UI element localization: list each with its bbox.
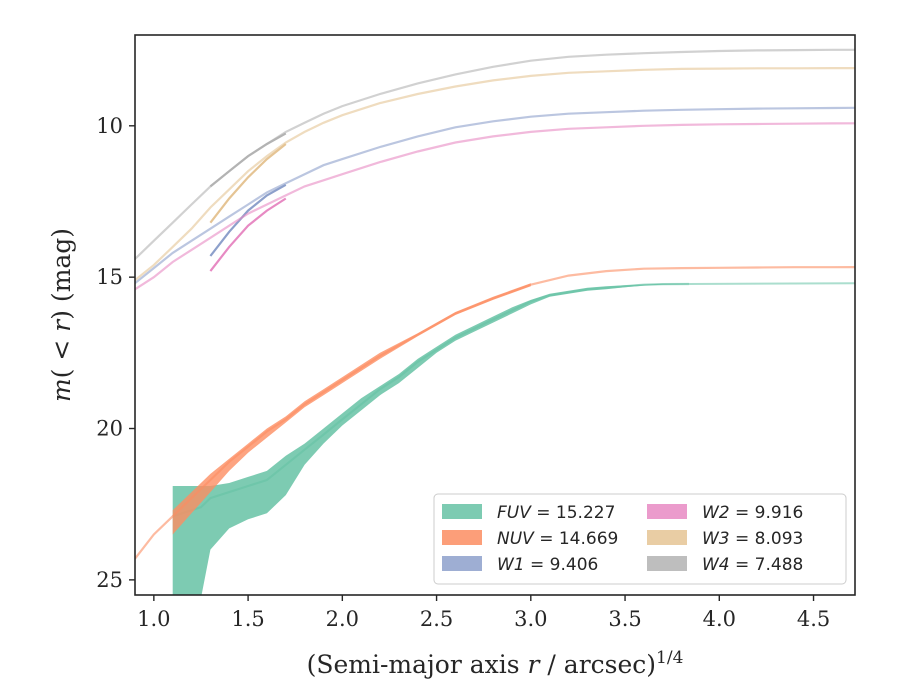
w2-inner-branch-line — [209, 197, 287, 272]
y-tick-label: 15 — [96, 265, 123, 289]
x-tick-label: 1.0 — [137, 607, 170, 631]
w4-inner-branch-line — [209, 132, 287, 188]
y-tick-label: 10 — [96, 114, 123, 138]
plot-area — [135, 48, 855, 595]
w2-legend-label: W2 = 9.916 — [702, 503, 803, 523]
x-tick-label: 1.5 — [231, 607, 264, 631]
fuv-extension-line — [689, 282, 855, 285]
w4-legend-label: W4 = 7.488 — [702, 555, 803, 575]
x-tick-label: 3.0 — [514, 607, 547, 631]
legend-box — [433, 493, 847, 585]
w1-inner-branch-line — [209, 183, 287, 257]
nuv-legend-swatch — [442, 530, 482, 545]
w1-legend-label: W1 = 9.406 — [497, 555, 598, 575]
w3-series-line — [135, 67, 855, 282]
w2-legend-swatch — [647, 504, 687, 519]
plot-frame — [134, 34, 856, 596]
x-tick-label: 4.0 — [703, 607, 736, 631]
x-tick-label: 2.0 — [326, 607, 359, 631]
w1-legend-swatch — [442, 556, 482, 571]
w2-series-line — [135, 122, 855, 291]
fuv-legend-label: FUV = 15.227 — [497, 503, 615, 523]
fuv-legend-swatch — [442, 504, 482, 519]
legend: FUV = 15.227 W2 = 9.916 NUV = 14.669 W3 = 8… — [433, 493, 847, 585]
y-tick-label: 25 — [96, 568, 123, 592]
y-axis-label: m( < r) (mag) — [47, 228, 76, 402]
x-axis-label: (Semi-major axis r / arcsec)1/4 — [307, 648, 684, 679]
x-tick-label: 3.5 — [608, 607, 641, 631]
w3-legend-swatch — [647, 530, 687, 545]
w3-legend-label: W3 = 8.093 — [702, 529, 803, 549]
axes: 1.0 1.5 2.0 2.5 3.0 3.5 4.0 4.5 10 15 20 25 (Semi-ma… — [47, 34, 856, 679]
x-tick-label: 4.5 — [797, 607, 830, 631]
w1-series-line — [135, 106, 855, 285]
y-tick-label: 20 — [96, 417, 123, 441]
nuv-legend-label: NUV = 14.669 — [497, 529, 618, 549]
x-tick-label: 2.5 — [420, 607, 453, 631]
w4-legend-swatch — [647, 556, 687, 571]
w3-inner-branch-line — [209, 143, 287, 224]
